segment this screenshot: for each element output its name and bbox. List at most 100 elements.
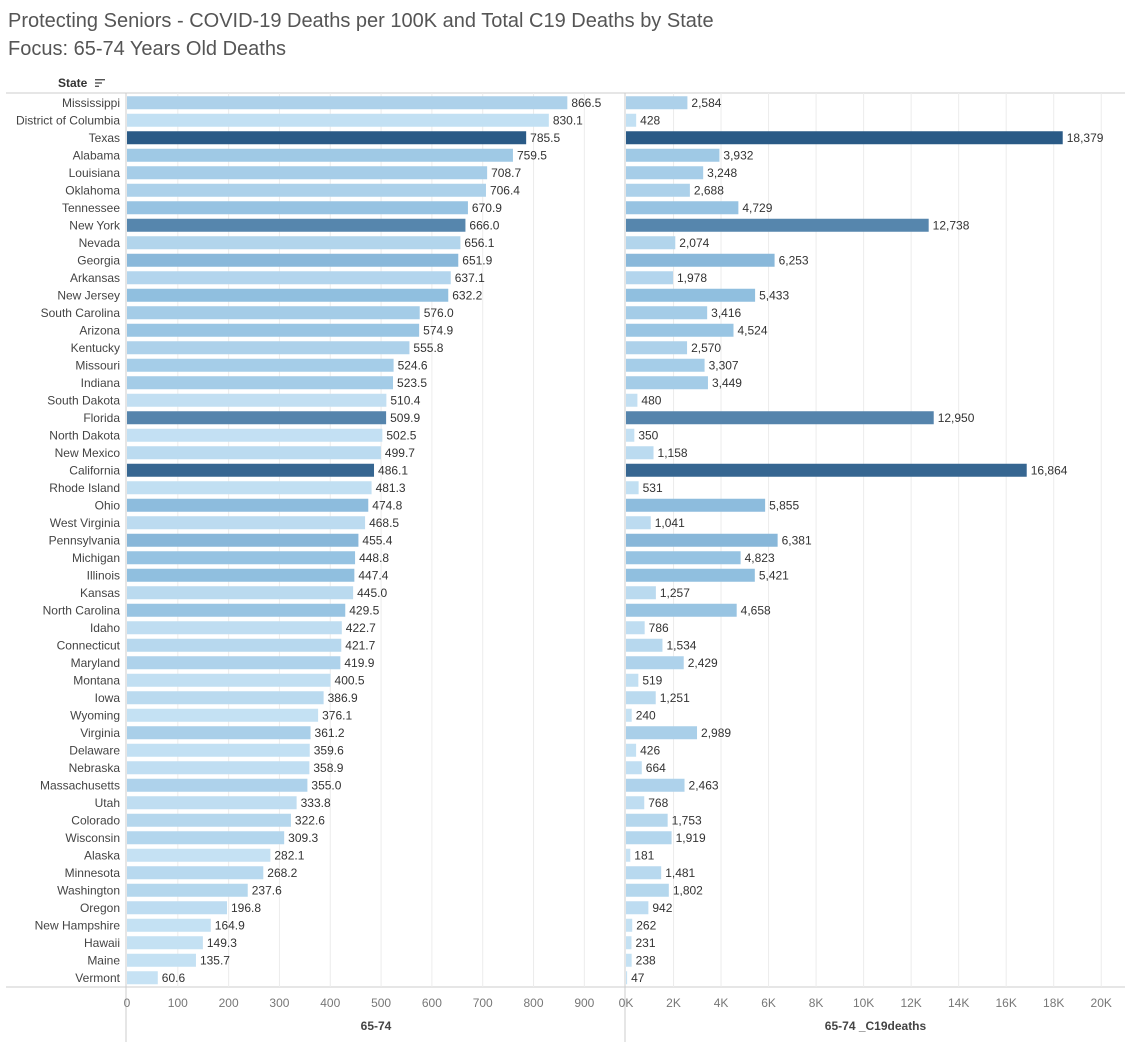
rate-value-label: 670.9 — [472, 201, 502, 215]
row-header-state[interactable]: State — [58, 76, 88, 90]
state-label: Utah — [95, 796, 120, 810]
deaths-value-label: 4,658 — [741, 603, 771, 617]
deaths-value-label: 1,978 — [677, 271, 707, 285]
panel-1-tick-label: 700 — [473, 996, 493, 1010]
deaths-bar — [626, 166, 704, 180]
rate-value-label: 666.0 — [469, 218, 499, 232]
deaths-value-label: 426 — [640, 743, 660, 757]
rate-bar — [127, 726, 311, 740]
panel-1-tick-label: 800 — [524, 996, 544, 1010]
deaths-bar — [626, 761, 642, 775]
deaths-value-label: 350 — [638, 428, 658, 442]
rate-bar — [127, 236, 461, 250]
state-label: Montana — [73, 673, 120, 687]
deaths-value-label: 240 — [636, 708, 656, 722]
rate-value-label: 509.9 — [390, 411, 420, 425]
deaths-bar — [626, 516, 651, 530]
rate-bar — [127, 761, 310, 775]
deaths-value-label: 47 — [631, 971, 645, 985]
deaths-bar — [626, 813, 668, 827]
rate-value-label: 455.4 — [362, 533, 392, 547]
rate-bar — [127, 936, 203, 950]
deaths-bar — [626, 883, 669, 897]
deaths-bar — [626, 691, 656, 705]
deaths-bar — [626, 498, 766, 512]
rate-bar — [127, 393, 387, 407]
deaths-bar — [626, 288, 756, 302]
deaths-bar — [626, 533, 778, 547]
state-label: Connecticut — [57, 638, 121, 652]
deaths-bar — [626, 953, 632, 967]
state-label: Florida — [83, 411, 120, 425]
deaths-bar — [626, 341, 688, 355]
rate-value-label: 447.4 — [358, 568, 388, 582]
rate-bar — [127, 586, 354, 600]
rate-value-label: 386.9 — [328, 691, 358, 705]
deaths-value-label: 1,802 — [673, 883, 703, 897]
deaths-bar — [626, 831, 672, 845]
rate-value-label: 523.5 — [397, 376, 427, 390]
rate-value-label: 468.5 — [369, 516, 399, 530]
state-label: Minnesota — [65, 866, 121, 880]
deaths-bar — [626, 463, 1027, 477]
deaths-value-label: 1,251 — [660, 691, 690, 705]
rate-bar — [127, 516, 366, 530]
rate-value-label: 237.6 — [252, 883, 282, 897]
deaths-value-label: 1,158 — [658, 446, 688, 460]
deaths-bar — [626, 306, 708, 320]
deaths-value-label: 2,570 — [691, 341, 721, 355]
deaths-value-label: 2,429 — [688, 656, 718, 670]
state-label: Oregon — [80, 901, 120, 915]
rate-bar — [127, 341, 410, 355]
rate-value-label: 358.9 — [313, 761, 343, 775]
panel-2-tick-label: 18K — [1043, 996, 1064, 1010]
deaths-value-label: 4,524 — [737, 323, 767, 337]
rate-bar — [127, 376, 394, 390]
rate-value-label: 355.0 — [311, 778, 341, 792]
deaths-bar — [626, 428, 635, 442]
deaths-bar — [626, 323, 734, 337]
rate-value-label: 282.1 — [274, 848, 304, 862]
rate-value-label: 866.5 — [571, 96, 601, 110]
state-label: North Dakota — [49, 428, 120, 442]
deaths-bar — [626, 901, 649, 915]
rate-bar — [127, 971, 158, 985]
rate-value-label: 510.4 — [390, 393, 420, 407]
deaths-value-label: 2,074 — [679, 236, 709, 250]
deaths-value-label: 181 — [634, 848, 654, 862]
deaths-value-label: 664 — [646, 761, 666, 775]
deaths-value-label: 1,481 — [665, 866, 695, 880]
x-axis-title-deaths: 65-74 _C19deaths — [825, 1019, 927, 1033]
rate-bar — [127, 481, 372, 495]
state-label: Kansas — [80, 586, 120, 600]
panel-2-tick-label: 0K — [619, 996, 634, 1010]
rate-bar — [127, 411, 387, 425]
deaths-value-label: 6,253 — [779, 253, 809, 267]
rate-value-label: 486.1 — [378, 463, 408, 477]
rate-bar — [127, 96, 568, 110]
rate-value-label: 785.5 — [530, 131, 560, 145]
rate-bar — [127, 813, 291, 827]
deaths-bar — [626, 218, 929, 232]
deaths-bar — [626, 638, 663, 652]
state-label: Alabama — [73, 148, 121, 162]
state-label: Indiana — [81, 376, 121, 390]
deaths-value-label: 1,257 — [660, 586, 690, 600]
rate-bar — [127, 866, 264, 880]
sort-descending-icon[interactable] — [95, 78, 105, 88]
deaths-bar — [626, 236, 676, 250]
deaths-bar — [626, 358, 705, 372]
rate-value-label: 706.4 — [490, 183, 520, 197]
deaths-bar — [626, 113, 637, 127]
rate-value-label: 481.3 — [376, 481, 406, 495]
deaths-value-label: 1,919 — [676, 831, 706, 845]
panel-1-tick-label: 500 — [371, 996, 391, 1010]
panel-2-tick-label: 14K — [948, 996, 969, 1010]
state-label: Wyoming — [70, 708, 120, 722]
deaths-value-label: 4,729 — [742, 201, 772, 215]
state-label: Virginia — [80, 726, 120, 740]
state-label: Oklahoma — [65, 183, 120, 197]
deaths-bar — [626, 148, 720, 162]
panel-2-tick-label: 4K — [714, 996, 729, 1010]
deaths-value-label: 3,932 — [723, 148, 753, 162]
